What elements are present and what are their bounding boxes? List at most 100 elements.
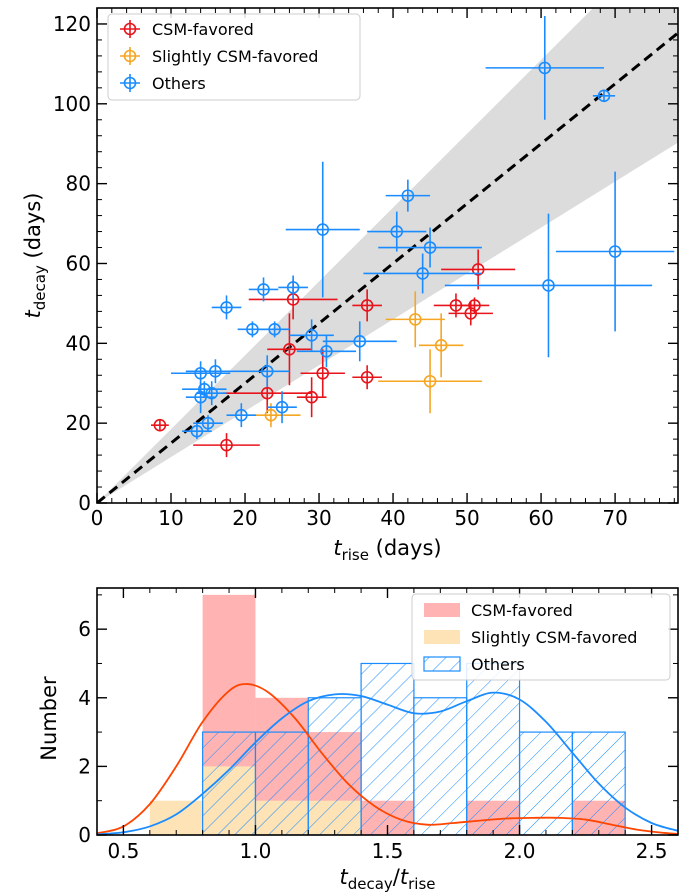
data-point	[182, 423, 212, 440]
x-tick-label: 0	[91, 506, 104, 530]
legend-label: CSM-favored	[471, 601, 573, 620]
legend-label: Slightly CSM-favored	[152, 47, 318, 66]
point-marker	[434, 339, 448, 352]
legend: CSM-favored Slightly CSM-favored Others	[411, 593, 671, 681]
data-point	[278, 275, 308, 300]
point-marker	[408, 313, 422, 326]
x-tick-label: 40	[380, 506, 405, 530]
legend-entry: CSM-favored	[424, 601, 573, 620]
x-tick-label: 1.0	[240, 839, 272, 863]
y-tick-label: 80	[66, 172, 91, 196]
point-marker	[538, 61, 552, 75]
x-tick-label: 2.0	[504, 839, 536, 863]
data-point	[385, 291, 445, 348]
point-marker	[257, 283, 270, 296]
x-axis-label: trise (days)	[333, 536, 441, 564]
point-marker	[286, 281, 300, 294]
point-marker	[305, 390, 318, 404]
hist-others	[202, 662, 626, 835]
hist-bar	[413, 697, 468, 835]
legend-marker	[123, 49, 137, 63]
data-point	[322, 321, 397, 362]
data-point	[248, 277, 279, 302]
y-tick-label: 40	[66, 331, 91, 355]
data-point	[245, 355, 290, 388]
legend-marker	[123, 76, 137, 90]
legend-label: Others	[471, 655, 525, 674]
point-marker	[194, 390, 207, 404]
data-point	[352, 289, 382, 322]
data-point	[296, 377, 327, 418]
point-marker	[305, 329, 318, 342]
y-axis-label-part: t	[21, 309, 45, 318]
legend-swatch	[424, 630, 460, 644]
x-axis-label-part: (days)	[369, 536, 442, 560]
data-point	[196, 381, 227, 406]
hist-bar	[360, 662, 415, 835]
hist-bar	[307, 697, 362, 835]
point-marker	[275, 400, 289, 414]
y-tick-label: 0	[78, 823, 91, 847]
data-point	[485, 15, 604, 120]
point-marker	[209, 364, 222, 378]
data-point	[300, 349, 345, 398]
legend-box	[411, 593, 671, 681]
point-marker	[360, 370, 374, 384]
y-tick-label: 2	[78, 754, 91, 778]
x-axis-label-part: rise	[342, 546, 369, 564]
legend: CSM-favored Slightly CSM-favored Others	[107, 13, 361, 101]
legend-label: Others	[152, 74, 206, 93]
point-marker	[464, 307, 478, 320]
y-tick-label: 120	[53, 12, 91, 36]
reference-line	[97, 31, 678, 503]
plot-area	[97, 8, 678, 503]
series-others	[171, 15, 675, 440]
point-marker	[153, 418, 167, 432]
x-axis-label-part: t	[333, 536, 342, 560]
data-point	[418, 313, 464, 378]
legend-marker	[123, 22, 137, 36]
plot-area	[97, 594, 678, 835]
hist-bar	[518, 731, 573, 835]
legend-entry: Others	[423, 655, 525, 674]
data-point	[151, 418, 169, 432]
point-marker	[198, 382, 211, 396]
data-point	[211, 295, 242, 320]
legend-entry: Others	[120, 74, 206, 93]
y-tick-label: 20	[66, 411, 91, 435]
data-point	[385, 179, 431, 212]
x-tick-label: 1.5	[372, 839, 404, 863]
point-marker	[416, 267, 429, 280]
legend-entry: Slightly CSM-favored	[424, 628, 637, 647]
point-marker	[283, 343, 296, 356]
point-marker	[468, 299, 481, 312]
data-point	[267, 313, 312, 386]
x-tick-label: 2.5	[636, 839, 668, 863]
point-marker	[608, 245, 622, 258]
point-marker	[353, 335, 367, 348]
data-point	[444, 213, 653, 358]
legend-swatch	[423, 656, 461, 672]
data-point	[259, 321, 290, 338]
data-point	[285, 161, 360, 298]
point-marker	[316, 366, 330, 380]
point-marker	[360, 299, 374, 312]
confidence-band	[97, 8, 678, 503]
x-tick-label: 10	[158, 506, 183, 530]
y-tick-label: 6	[78, 617, 91, 641]
x-axis-label: tdecay/trise	[339, 865, 435, 893]
data-point	[378, 349, 482, 414]
point-marker	[542, 279, 555, 292]
x-axis-label-part: t	[339, 865, 348, 889]
point-marker	[194, 366, 207, 380]
point-marker	[471, 263, 485, 276]
y-tick-label: 60	[66, 251, 91, 275]
point-marker	[246, 323, 259, 336]
y-tick-label: 4	[78, 686, 91, 710]
point-marker	[320, 345, 333, 358]
data-point	[352, 365, 382, 390]
x-tick-label: 30	[306, 506, 331, 530]
point-marker	[401, 189, 415, 202]
y-axis-label-part: decay	[31, 265, 49, 310]
